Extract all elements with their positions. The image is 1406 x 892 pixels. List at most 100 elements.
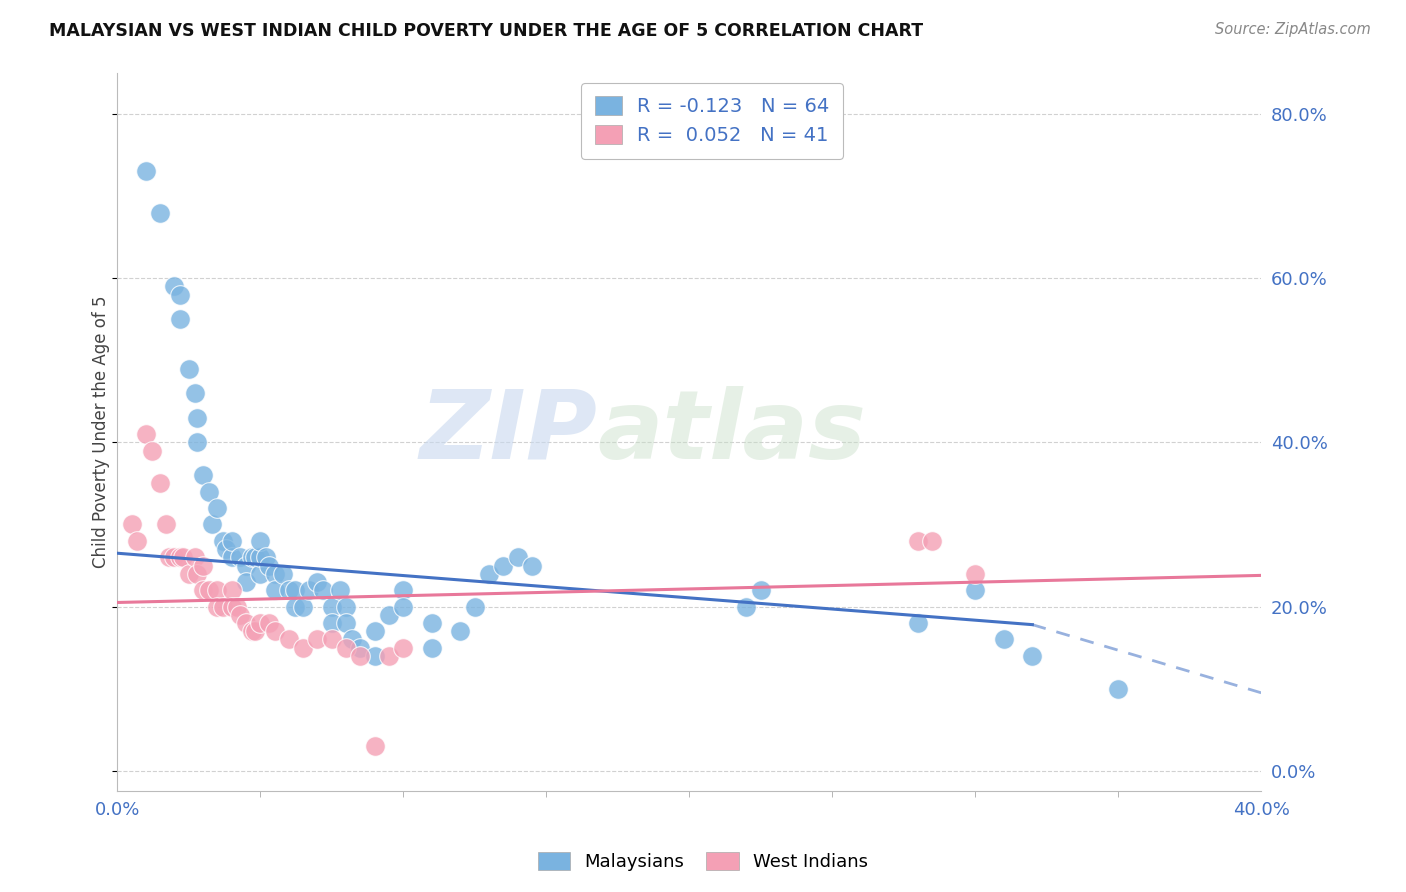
Point — [420, 615, 443, 630]
Point — [121, 517, 143, 532]
Point — [349, 640, 371, 655]
Point — [263, 566, 285, 581]
Text: atlas: atlas — [598, 385, 866, 479]
Point — [163, 279, 186, 293]
Point — [263, 583, 285, 598]
Point — [321, 632, 343, 647]
Point — [907, 533, 929, 548]
Point — [198, 484, 221, 499]
Point — [243, 624, 266, 639]
Point — [321, 599, 343, 614]
Point — [169, 287, 191, 301]
Point — [243, 550, 266, 565]
Point — [464, 599, 486, 614]
Point — [221, 599, 243, 614]
Point — [249, 550, 271, 565]
Point — [186, 566, 208, 581]
Point — [249, 615, 271, 630]
Point — [249, 566, 271, 581]
Point — [340, 632, 363, 647]
Point — [277, 632, 299, 647]
Point — [141, 443, 163, 458]
Point — [229, 550, 252, 565]
Point — [292, 599, 315, 614]
Point — [127, 533, 149, 548]
Point — [349, 648, 371, 663]
Text: MALAYSIAN VS WEST INDIAN CHILD POVERTY UNDER THE AGE OF 5 CORRELATION CHART: MALAYSIAN VS WEST INDIAN CHILD POVERTY U… — [49, 22, 924, 40]
Point — [186, 410, 208, 425]
Legend: Malaysians, West Indians: Malaysians, West Indians — [530, 846, 876, 879]
Point — [993, 632, 1015, 647]
Point — [921, 533, 943, 548]
Point — [157, 550, 180, 565]
Point — [183, 550, 205, 565]
Point — [329, 583, 352, 598]
Point — [163, 550, 186, 565]
Point — [363, 648, 385, 663]
Text: Source: ZipAtlas.com: Source: ZipAtlas.com — [1215, 22, 1371, 37]
Point — [284, 599, 307, 614]
Point — [277, 583, 299, 598]
Point — [292, 640, 315, 655]
Point — [191, 558, 214, 573]
Point — [321, 615, 343, 630]
Point — [271, 566, 294, 581]
Point — [965, 583, 987, 598]
Point — [226, 599, 249, 614]
Point — [207, 583, 229, 598]
Point — [207, 599, 229, 614]
Point — [240, 550, 263, 565]
Point — [335, 599, 357, 614]
Point — [284, 583, 307, 598]
Point — [907, 615, 929, 630]
Point — [221, 550, 243, 565]
Point — [335, 640, 357, 655]
Point — [155, 517, 177, 532]
Point — [307, 574, 329, 589]
Point — [177, 361, 200, 376]
Point — [363, 739, 385, 753]
Point — [149, 476, 172, 491]
Point — [506, 550, 529, 565]
Point — [735, 599, 758, 614]
Point — [191, 583, 214, 598]
Point — [229, 607, 252, 622]
Text: ZIP: ZIP — [420, 385, 598, 479]
Point — [307, 632, 329, 647]
Point — [212, 599, 235, 614]
Point — [257, 615, 280, 630]
Point — [1107, 681, 1129, 696]
Point — [392, 640, 415, 655]
Point — [149, 205, 172, 219]
Point — [257, 558, 280, 573]
Point — [965, 566, 987, 581]
Point — [298, 583, 321, 598]
Point — [172, 550, 194, 565]
Point — [235, 574, 257, 589]
Point — [378, 607, 401, 622]
Point — [335, 615, 357, 630]
Point — [215, 542, 238, 557]
Point — [492, 558, 515, 573]
Point — [312, 583, 335, 598]
Point — [177, 566, 200, 581]
Point — [449, 624, 471, 639]
Point — [749, 583, 772, 598]
Point — [191, 468, 214, 483]
Point — [235, 615, 257, 630]
Y-axis label: Child Poverty Under the Age of 5: Child Poverty Under the Age of 5 — [93, 296, 110, 568]
Point — [201, 517, 224, 532]
Point — [135, 164, 157, 178]
Point — [249, 533, 271, 548]
Point — [221, 583, 243, 598]
Point — [1021, 648, 1043, 663]
Point — [254, 550, 277, 565]
Point — [520, 558, 543, 573]
Point — [221, 533, 243, 548]
Point — [392, 599, 415, 614]
Legend: R = -0.123   N = 64, R =  0.052   N = 41: R = -0.123 N = 64, R = 0.052 N = 41 — [581, 83, 844, 159]
Point — [363, 624, 385, 639]
Point — [235, 558, 257, 573]
Point — [392, 583, 415, 598]
Point — [135, 427, 157, 442]
